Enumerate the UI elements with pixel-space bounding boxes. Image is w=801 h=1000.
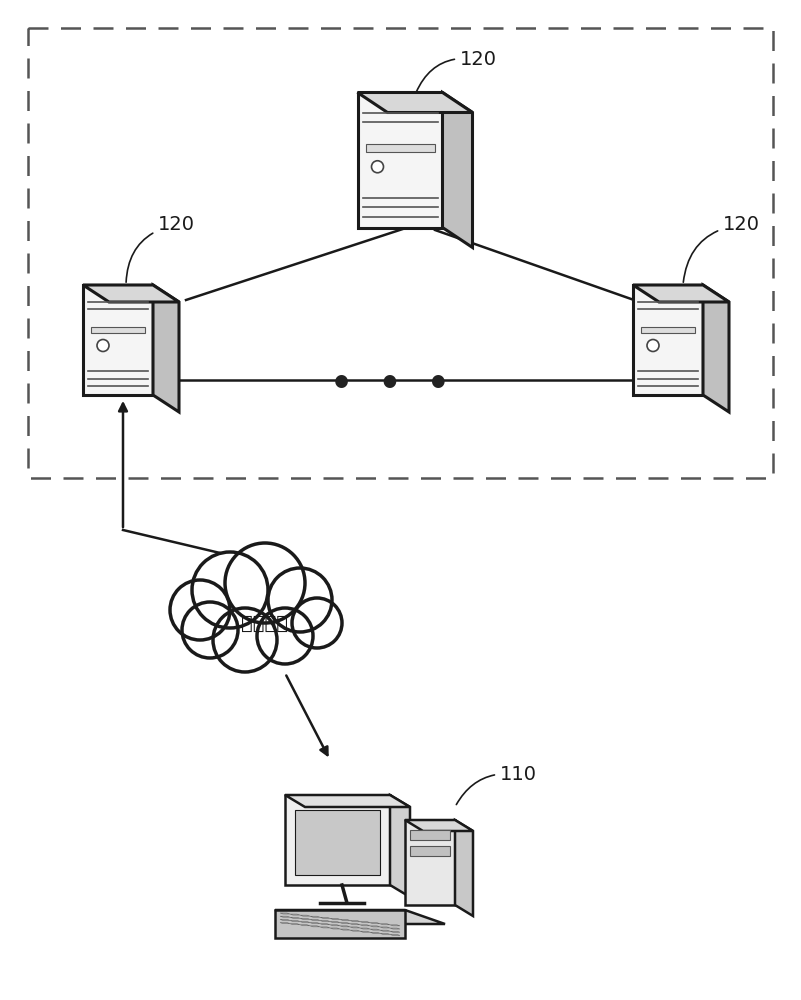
Polygon shape [340, 926, 350, 927]
Polygon shape [380, 927, 390, 928]
Polygon shape [360, 928, 370, 929]
Polygon shape [455, 820, 473, 916]
Polygon shape [310, 926, 320, 927]
Polygon shape [275, 910, 445, 924]
Circle shape [292, 598, 342, 648]
Polygon shape [320, 924, 330, 925]
Polygon shape [285, 795, 390, 885]
Circle shape [268, 568, 332, 632]
Polygon shape [280, 919, 290, 920]
Polygon shape [357, 93, 473, 112]
Circle shape [192, 552, 268, 628]
Polygon shape [370, 923, 380, 924]
Text: 120: 120 [126, 215, 195, 282]
Polygon shape [380, 933, 390, 934]
Polygon shape [360, 931, 370, 932]
Polygon shape [290, 917, 300, 918]
Polygon shape [280, 923, 290, 924]
Polygon shape [310, 916, 320, 917]
Polygon shape [83, 285, 153, 395]
Polygon shape [290, 920, 300, 921]
Polygon shape [390, 925, 400, 926]
Polygon shape [320, 927, 330, 928]
Polygon shape [703, 285, 729, 412]
Polygon shape [300, 915, 310, 916]
Circle shape [647, 340, 659, 352]
Polygon shape [390, 934, 400, 935]
Polygon shape [370, 932, 380, 933]
Polygon shape [300, 922, 310, 923]
Polygon shape [633, 285, 703, 395]
Polygon shape [280, 916, 290, 917]
Text: 120: 120 [416, 50, 497, 92]
Circle shape [170, 580, 230, 640]
FancyBboxPatch shape [91, 327, 145, 333]
Polygon shape [280, 913, 290, 914]
Polygon shape [442, 93, 473, 247]
Polygon shape [285, 795, 410, 807]
Polygon shape [380, 930, 390, 931]
Polygon shape [340, 929, 350, 930]
Polygon shape [405, 820, 455, 905]
Circle shape [372, 161, 384, 173]
Polygon shape [390, 795, 410, 897]
FancyBboxPatch shape [410, 830, 450, 840]
FancyBboxPatch shape [365, 144, 434, 152]
Polygon shape [320, 921, 330, 922]
Polygon shape [633, 285, 729, 302]
Polygon shape [350, 921, 360, 922]
FancyBboxPatch shape [410, 846, 450, 856]
Circle shape [213, 608, 277, 672]
Polygon shape [83, 285, 179, 302]
Text: 网络连接: 网络连接 [241, 613, 288, 633]
Text: 110: 110 [457, 765, 537, 805]
Circle shape [257, 608, 313, 664]
Circle shape [225, 543, 305, 623]
Polygon shape [290, 924, 300, 925]
Polygon shape [390, 931, 400, 932]
Polygon shape [350, 924, 360, 925]
Polygon shape [295, 810, 380, 875]
FancyBboxPatch shape [641, 327, 695, 333]
Polygon shape [370, 929, 380, 930]
Polygon shape [310, 919, 320, 920]
Polygon shape [320, 917, 330, 918]
Polygon shape [330, 922, 340, 923]
Polygon shape [340, 923, 350, 924]
Polygon shape [290, 914, 300, 915]
Polygon shape [350, 927, 360, 928]
Polygon shape [360, 922, 370, 923]
Text: •  •  •: • • • [330, 368, 450, 402]
Circle shape [182, 602, 238, 658]
Polygon shape [330, 918, 340, 919]
Polygon shape [360, 925, 370, 926]
Polygon shape [330, 925, 340, 926]
Text: 120: 120 [683, 215, 760, 282]
Polygon shape [153, 285, 179, 412]
Ellipse shape [187, 583, 323, 653]
Polygon shape [330, 928, 340, 929]
Circle shape [97, 340, 109, 352]
Polygon shape [370, 926, 380, 927]
Polygon shape [390, 928, 400, 929]
Polygon shape [405, 820, 473, 831]
Polygon shape [275, 910, 405, 938]
Polygon shape [310, 923, 320, 924]
Polygon shape [300, 918, 310, 919]
Polygon shape [350, 930, 360, 931]
Polygon shape [340, 919, 350, 920]
Polygon shape [380, 924, 390, 925]
Polygon shape [357, 93, 442, 228]
